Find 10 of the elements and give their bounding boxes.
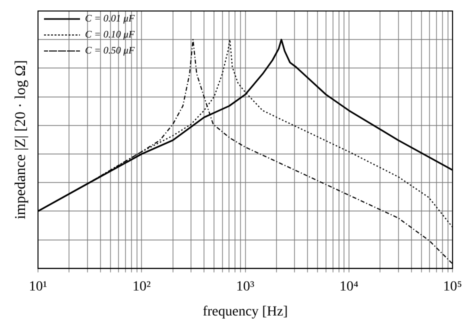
x-tick-label: 10² <box>132 279 151 294</box>
legend-label: C = 0.01 μF <box>85 14 136 25</box>
legend-label: C = 0.50 μF <box>85 46 136 57</box>
x-tick-label: 10³ <box>236 279 254 294</box>
y-axis-title: impedance |Z| [20 · log Ω] <box>12 60 29 220</box>
x-axis-title: frequency [Hz] <box>202 304 288 320</box>
x-tick-label: 10⁵ <box>443 279 462 294</box>
x-tick-label: 10¹ <box>28 279 48 294</box>
x-tick-label: 10⁴ <box>339 279 358 294</box>
legend-label: C = 0.10 μF <box>85 30 136 41</box>
